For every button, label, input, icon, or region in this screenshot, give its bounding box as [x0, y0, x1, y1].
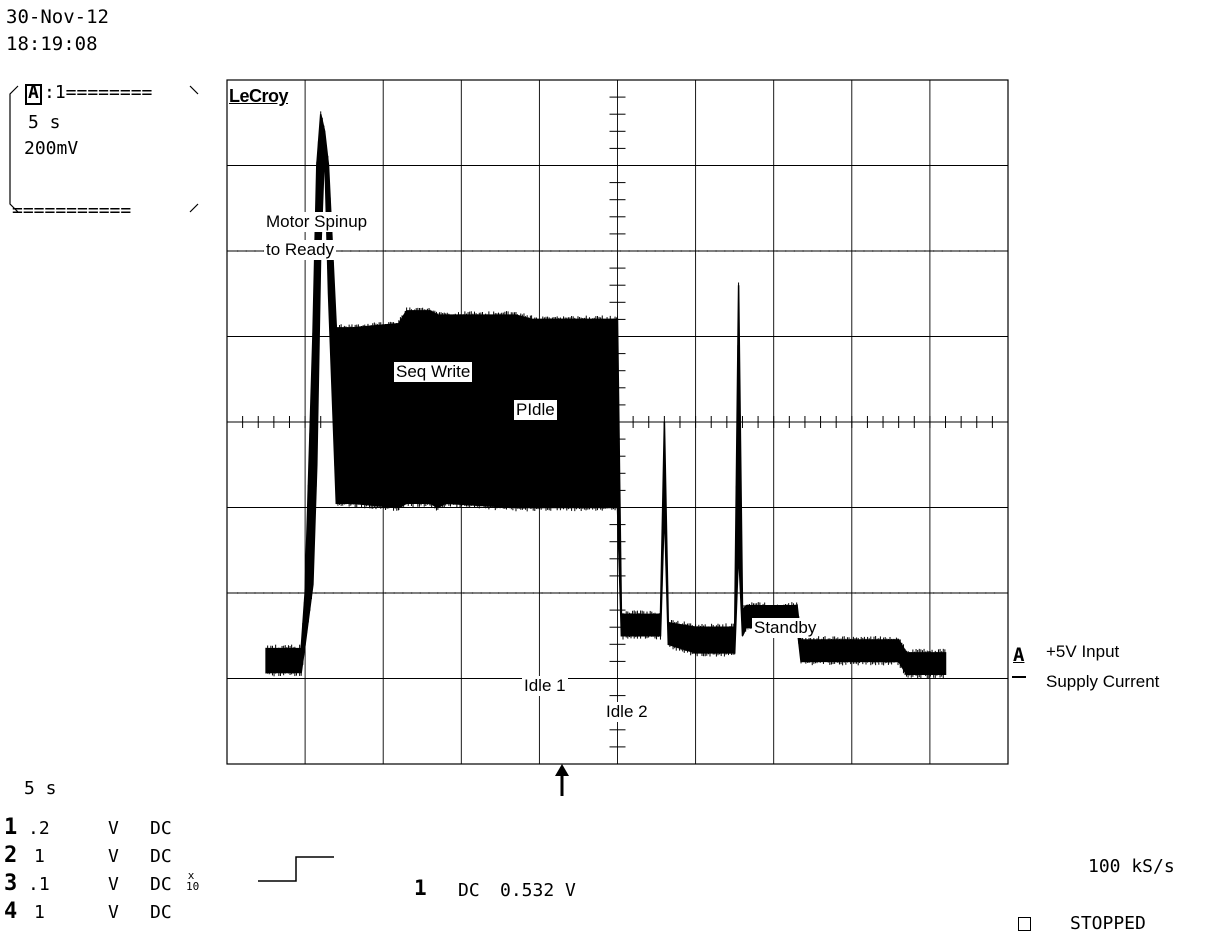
- trigger-source[interactable]: 1: [414, 876, 427, 900]
- timebase-readout: 5 s: [24, 778, 57, 799]
- trace-box-title: :1========: [44, 82, 153, 103]
- annotation-pidle: PIdle: [514, 400, 557, 420]
- channel-3-unit: V: [108, 874, 119, 895]
- trace-descriptor-box[interactable]: A :1======== 5 s 200mV ===========: [4, 82, 202, 221]
- brand-logo: LeCroy: [229, 86, 289, 106]
- channel-2-coupling: DC: [150, 846, 172, 867]
- channel-1-coupling: DC: [150, 818, 172, 839]
- trace-box-volts: 200mV: [24, 138, 79, 159]
- sample-rate: 100 kS/s: [1088, 856, 1175, 877]
- trigger-position-arrow: [555, 764, 569, 796]
- time-readout: 18:19:08: [6, 33, 98, 55]
- annotation-motor-spinup: Motor Spinup: [264, 212, 370, 232]
- acquisition-status-indicator: [1018, 917, 1031, 931]
- channel-3-scale: .1: [28, 874, 50, 895]
- channel-4-coupling: DC: [150, 902, 172, 923]
- trace-box-letter: A: [28, 82, 39, 103]
- trace-box-timebase: 5 s: [28, 112, 61, 133]
- annotation-standby: Standby: [752, 618, 819, 638]
- channel-3-number: 3: [4, 871, 18, 896]
- channel-1-scale: .2: [28, 818, 50, 839]
- channel-3-probe-attenuation: x 10: [186, 869, 200, 893]
- trace-box-rule: ===========: [12, 200, 132, 221]
- channel-2-unit: V: [108, 846, 119, 867]
- annotation-seq-write: Seq Write: [394, 362, 473, 382]
- annotation-to-ready: to Ready: [264, 240, 337, 260]
- channel-1-number: 1: [4, 815, 18, 840]
- trace-marker-letter[interactable]: A: [1013, 644, 1025, 666]
- channel-4-scale: 1: [34, 902, 45, 923]
- date-readout: 30-Nov-12: [6, 6, 109, 28]
- channel-2-scale: 1: [34, 846, 45, 867]
- trace-label-line1: +5V Input: [1046, 642, 1120, 661]
- trigger-coupling: DC: [458, 880, 480, 901]
- trigger-slope-icon: [258, 856, 334, 882]
- channel-1-unit: V: [108, 818, 119, 839]
- acquisition-status: STOPPED: [1070, 913, 1146, 934]
- trigger-level: 0.532 V: [500, 880, 576, 901]
- channel-2-number: 2: [4, 843, 18, 868]
- channel-3-coupling: DC: [150, 874, 172, 895]
- channel-4-unit: V: [108, 902, 119, 923]
- annotation-idle2: Idle 2: [604, 702, 650, 722]
- trace-box-frame: [9, 84, 199, 213]
- channel-4-number: 4: [4, 899, 18, 924]
- annotation-idle1: Idle 1: [522, 676, 568, 696]
- trace-label-line2: Supply Current: [1046, 672, 1160, 691]
